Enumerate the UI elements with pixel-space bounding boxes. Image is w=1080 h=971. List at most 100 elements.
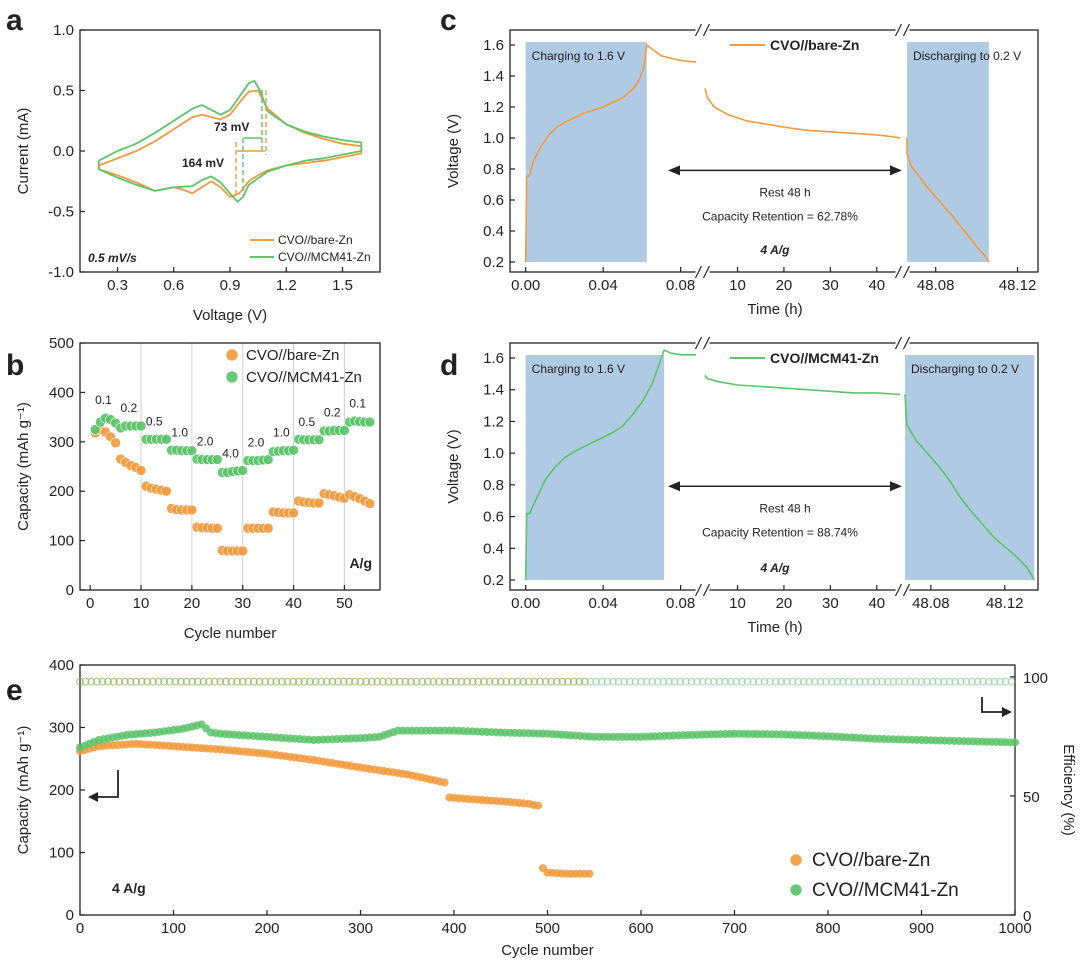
panel-e-point-3	[687, 677, 696, 686]
panel-e-point-3	[625, 677, 634, 686]
panel-e-point-3	[586, 677, 595, 686]
panel-e-point-3	[782, 677, 791, 686]
panel-c-y-tick-label: 1.6	[483, 37, 504, 54]
panel-e-point-3	[311, 677, 320, 686]
panel-d-x0-tick-label: 0.04	[589, 595, 618, 612]
panel-d-axis-break-slash	[894, 336, 903, 350]
panel-e-point-3	[945, 677, 954, 686]
panel-b-legend-marker	[225, 370, 239, 384]
panel-e-point-3	[805, 677, 814, 686]
panel-c-axis-break-slash	[694, 265, 703, 279]
panel-a-ylabel: Current (mA)	[15, 108, 32, 195]
panel-e-point-3	[704, 677, 713, 686]
panel-e-y-tick-label: 200	[49, 782, 74, 799]
panel-e-legend-label: CVO//MCM41-Zn	[812, 880, 959, 901]
panel-e-point-3	[92, 677, 101, 686]
panel-b-point-0	[237, 545, 249, 557]
panel-e-point-3	[379, 677, 387, 686]
panel-d-y-tick-label: 0.2	[483, 572, 504, 589]
panel-e-x-tick-label: 1000	[998, 920, 1031, 937]
panel-c-frame	[509, 29, 1039, 273]
panel-e-left-axis-arrow	[92, 770, 119, 798]
panel-e-point-3	[227, 677, 236, 686]
panel-e-point-3	[474, 677, 483, 686]
panel-e-legend-marker	[789, 883, 803, 897]
panel-b-y-tick-label: 300	[49, 434, 74, 451]
panel-d-axis-break-slash	[902, 336, 911, 350]
panel-e-point-3	[822, 677, 831, 686]
panel-e-point-3	[283, 677, 292, 686]
panel-b-rate-label: 0.1	[349, 397, 366, 411]
panel-e-point-3	[536, 677, 544, 686]
panel-b-point-0	[288, 507, 299, 519]
panel-c-x0-tick-label: 0.08	[666, 277, 695, 294]
panel-e-point-3	[558, 677, 567, 686]
panel-e-x-tick-label: 900	[909, 920, 934, 937]
panel-e-point-3	[637, 677, 645, 686]
panel-b-rate-label: 1.0	[171, 426, 188, 440]
panel-e-point-3	[345, 677, 354, 686]
panel-e-point-3	[883, 677, 892, 686]
panel-e-point-3	[878, 677, 887, 686]
panel-c-x1-tick-label: 20	[776, 277, 793, 294]
panel-e-point-3	[306, 677, 314, 686]
panel-e-point-3	[407, 677, 415, 686]
panel-e-point-3	[143, 677, 152, 686]
panel-e-x-tick-label: 400	[441, 920, 466, 937]
panel-e-point-3	[698, 677, 707, 686]
panel-b-point-1	[186, 445, 198, 456]
panel-e-y-tick-label: 300	[49, 720, 74, 737]
panel-e-point-3	[418, 677, 427, 686]
panel-c-xlabel: Time (h)	[747, 301, 802, 318]
panel-e-point-3	[210, 677, 219, 686]
panel-e-point-3	[300, 677, 309, 686]
panel-d-y-tick-label: 0.4	[483, 540, 504, 557]
panel-e-point-3	[390, 677, 399, 686]
panel-d-y-tick-label: 0.6	[483, 509, 504, 526]
panel-e-ylabel: Capacity (mAh g⁻¹)	[15, 726, 32, 855]
panel-a-y-tick-label: -1.0	[48, 264, 74, 281]
panel-e-point-3	[721, 677, 730, 686]
panel-e-point-3	[104, 677, 112, 686]
panel-c-shade	[907, 42, 989, 262]
panel-e-point-1	[1010, 738, 1020, 747]
panel-a-y-tick-label: 0.0	[53, 143, 74, 160]
panel-e-point-3	[238, 677, 247, 686]
panel-label-e: e	[6, 674, 23, 707]
panel-e-point-3	[491, 677, 500, 686]
panel-b-x-tick-label: 30	[234, 595, 251, 612]
panel-e-y-tick-label: 100	[49, 845, 74, 862]
panel-e-point-3	[322, 677, 331, 686]
panel-c-axis-break-slash	[894, 23, 903, 37]
panel-c-axis-break-slash	[902, 265, 911, 279]
panel-c-y-tick-label: 1.0	[483, 130, 504, 147]
panel-c-x1-tick-label: 30	[822, 277, 839, 294]
panel-c-x0-tick-label: 0.00	[511, 277, 540, 294]
panel-e-point-3	[530, 677, 539, 686]
panel-c-axis-break-gap	[695, 263, 710, 281]
panel-d-y-tick-label: 1.6	[483, 350, 504, 367]
panel-b-point-1	[211, 454, 223, 465]
panel-e-point-3	[956, 677, 965, 686]
panel-c-shade	[525, 42, 647, 262]
panel-b-point-1	[135, 420, 147, 432]
panel-c-series-segment	[704, 88, 901, 139]
panel-label-d: d	[440, 349, 458, 382]
panel-e-point-3	[906, 677, 915, 686]
panel-e-point-3	[962, 677, 971, 686]
panel-e-point-3	[272, 677, 281, 686]
panel-e-point-3	[373, 677, 382, 686]
panel-e-point-3	[642, 677, 651, 686]
panel-e-point-0	[534, 801, 543, 810]
panel-e-right-axis-arrowhead	[1002, 707, 1012, 717]
panel-label-b: b	[6, 349, 24, 382]
panel-e-point-3	[109, 677, 118, 686]
panel-d-frame	[509, 342, 1039, 591]
panel-e-legend-marker	[789, 853, 803, 867]
panel-e-x-tick-label: 200	[254, 920, 279, 937]
panel-b-point-1	[288, 444, 299, 456]
panel-e-point-3	[541, 677, 550, 686]
panel-c-retention-label: Capacity Retention = 62.78%	[702, 209, 858, 223]
panel-d-x0-tick-label: 0.08	[666, 595, 695, 612]
